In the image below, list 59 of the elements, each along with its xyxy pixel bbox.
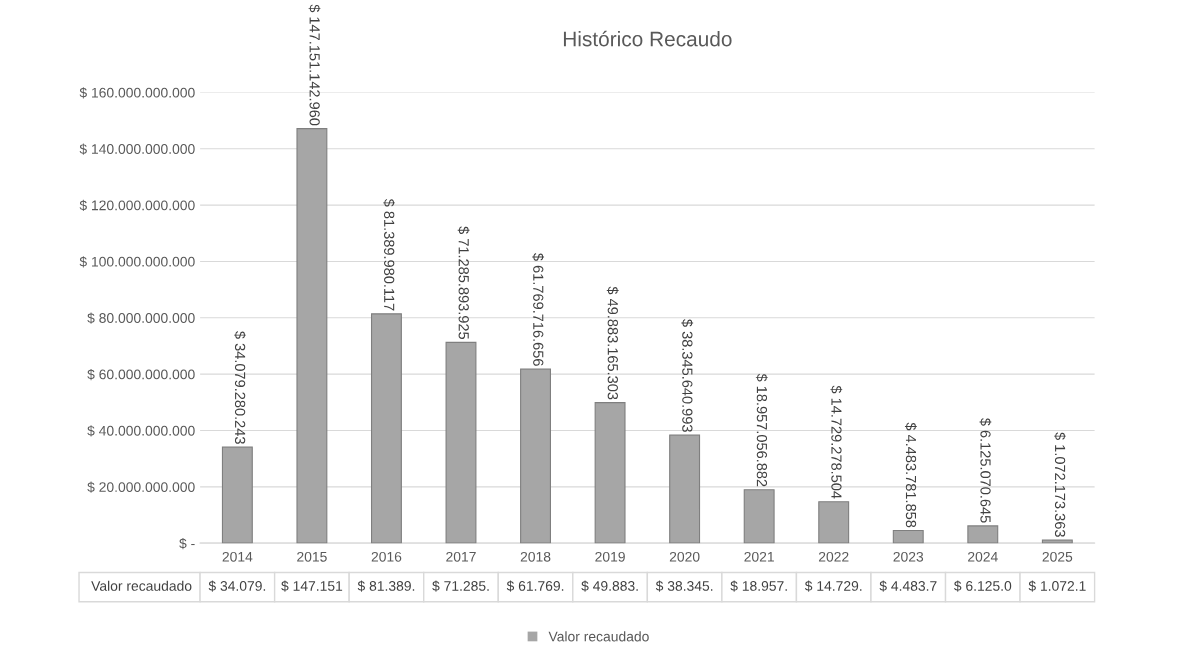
y-tick-label: $ 20.000.000.000 [87,481,195,493]
data-label: $ 61.769.716.656 [532,253,545,366]
text: $ 14.729. [804,580,862,592]
x-tick-label: 2020 [669,551,700,562]
text: $ 34.079. [208,580,266,592]
x-tick-label: 2017 [446,551,476,562]
x-tick-label: 2016 [371,551,402,562]
bar [967,525,999,544]
bar [743,489,775,544]
text: $ 6.125.0 [953,580,1012,592]
data-label: $ 6.125.070.645 [979,417,992,523]
bar [594,402,626,544]
y-tick-label: $ 80.000.000.000 [87,312,195,324]
x-tick-label: 2024 [968,551,998,562]
data-label: $ 38.345.640.993 [681,319,694,432]
bar [296,128,328,544]
data-label: $ 71.285.893.925 [457,226,470,340]
text: $ 4.483.7 [879,580,937,592]
data-label: $ 81.389.980.117 [383,198,395,311]
y-tick-label: $ 140.000.000.000 [79,143,195,155]
text: $ 147.151 [281,580,343,592]
bar [892,529,924,544]
x-tick-label: 2019 [595,551,625,562]
data-label: $ 18.957.056.882 [755,373,768,487]
x-tick-label: 2015 [297,551,327,562]
x-tick-label: 2014 [222,551,253,562]
data-label: $ 4.483.781.858 [904,422,917,528]
legend-label: Valor recaudado [548,631,649,642]
y-tick-label: $ - [179,537,195,550]
y-tick-label: $ 40.000.000.000 [87,425,195,437]
bar [818,501,850,544]
text: $ 61.769. [506,580,564,592]
text: $ 38.345. [655,580,713,592]
bar [370,313,402,544]
x-tick-label: 2025 [1042,551,1073,562]
bar [520,368,551,544]
data-label: $ 34.079.280.243 [234,331,246,444]
text: $ 18.957. [730,580,787,592]
chart-title: Histórico Recaudo [563,30,732,47]
text: $ 1.072.1 [1028,580,1086,592]
data-label: $ 49.883.165.303 [606,286,619,400]
data-label: $ 147.151.142.960 [308,4,321,126]
y-tick-label: $ 120.000.000.000 [79,199,195,212]
text: $ 71.285. [432,580,489,592]
x-tick-label: 2021 [744,551,774,562]
text: $ 81.389. [357,580,415,592]
text: Valor recaudado [91,580,192,591]
x-tick-label: 2022 [818,551,849,562]
bar [221,446,253,544]
y-tick-label: $ 60.000.000.000 [87,368,195,381]
data-label: $ 14.729.278.504 [830,385,843,499]
bar [669,434,701,544]
y-tick-label: $ 160.000.000.000 [79,87,195,99]
data-label: $ 1.072.173.363 [1054,432,1066,537]
text: $ 49.883. [581,580,638,592]
x-tick-label: 2018 [520,551,551,562]
x-tick-label: 2023 [893,551,924,562]
bar [445,341,477,544]
y-tick-label: $ 100.000.000.000 [79,256,195,268]
